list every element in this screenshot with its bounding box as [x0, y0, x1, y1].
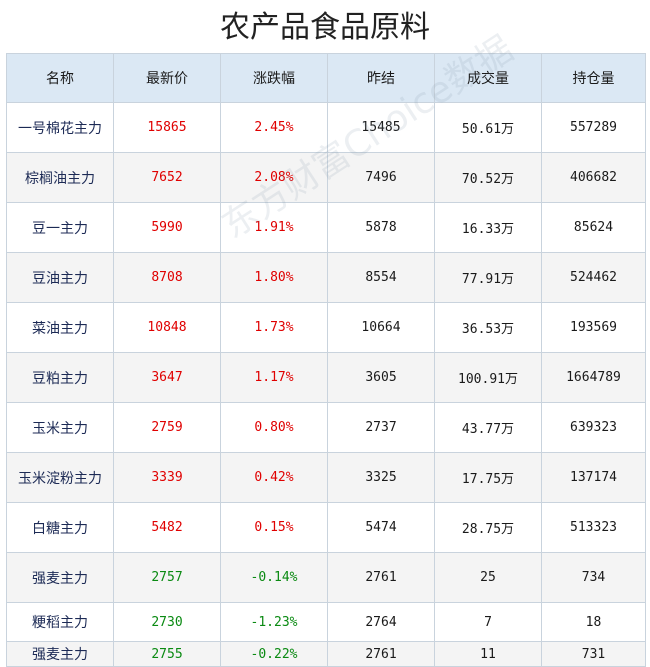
prev-settle: 3325: [327, 452, 435, 503]
prev-settle: 10664: [327, 302, 435, 353]
commodity-name: 玉米主力: [6, 402, 114, 453]
latest-price: 2730: [113, 602, 221, 642]
commodity-name: 豆粕主力: [6, 352, 114, 403]
table-row[interactable]: 棕榈油主力 7652 2.08% 7496 70.52万 406682: [6, 152, 646, 203]
open-interest: 18: [541, 602, 646, 642]
volume: 28.75万: [434, 502, 542, 553]
commodity-name: 白糖主力: [6, 502, 114, 553]
volume: 70.52万: [434, 152, 542, 203]
commodity-name: 玉米淀粉主力: [6, 452, 114, 503]
latest-price: 3339: [113, 452, 221, 503]
prev-settle: 5878: [327, 202, 435, 253]
change-percent: 1.80%: [220, 252, 328, 303]
open-interest: 406682: [541, 152, 646, 203]
prev-settle: 2737: [327, 402, 435, 453]
col-header-name[interactable]: 名称: [6, 53, 114, 103]
prev-settle: 2764: [327, 602, 435, 642]
table-row[interactable]: 玉米主力 2759 0.80% 2737 43.77万 639323: [6, 402, 646, 453]
open-interest: 193569: [541, 302, 646, 353]
col-header-change[interactable]: 涨跌幅: [220, 53, 328, 103]
latest-price: 10848: [113, 302, 221, 353]
change-percent: -1.23%: [220, 602, 328, 642]
open-interest: 557289: [541, 102, 646, 153]
prev-settle: 7496: [327, 152, 435, 203]
commodity-name: 粳稻主力: [6, 602, 114, 642]
latest-price: 5482: [113, 502, 221, 553]
table-row[interactable]: 强麦主力 2755 -0.22% 2761 11 731: [6, 641, 646, 667]
volume: 25: [434, 552, 542, 603]
commodity-name: 菜油主力: [6, 302, 114, 353]
table-row[interactable]: 玉米淀粉主力 3339 0.42% 3325 17.75万 137174: [6, 452, 646, 503]
latest-price: 8708: [113, 252, 221, 303]
open-interest: 513323: [541, 502, 646, 553]
open-interest: 734: [541, 552, 646, 603]
table-row[interactable]: 豆油主力 8708 1.80% 8554 77.91万 524462: [6, 252, 646, 303]
table-row[interactable]: 强麦主力 2757 -0.14% 2761 25 734: [6, 552, 646, 603]
table-row[interactable]: 白糖主力 5482 0.15% 5474 28.75万 513323: [6, 502, 646, 553]
latest-price: 3647: [113, 352, 221, 403]
volume: 36.53万: [434, 302, 542, 353]
volume: 17.75万: [434, 452, 542, 503]
latest-price: 2755: [113, 641, 221, 667]
table-row[interactable]: 粳稻主力 2730 -1.23% 2764 7 18: [6, 602, 646, 642]
table-row[interactable]: 豆粕主力 3647 1.17% 3605 100.91万 1664789: [6, 352, 646, 403]
commodity-name: 强麦主力: [6, 552, 114, 603]
col-header-prev-settle[interactable]: 昨结: [327, 53, 435, 103]
prev-settle: 2761: [327, 552, 435, 603]
change-percent: 0.15%: [220, 502, 328, 553]
change-percent: -0.14%: [220, 552, 328, 603]
open-interest: 524462: [541, 252, 646, 303]
prev-settle: 8554: [327, 252, 435, 303]
commodity-name: 棕榈油主力: [6, 152, 114, 203]
open-interest: 137174: [541, 452, 646, 503]
col-header-price[interactable]: 最新价: [113, 53, 221, 103]
latest-price: 7652: [113, 152, 221, 203]
commodity-name: 豆油主力: [6, 252, 114, 303]
change-percent: 0.80%: [220, 402, 328, 453]
latest-price: 2757: [113, 552, 221, 603]
volume: 7: [434, 602, 542, 642]
volume: 43.77万: [434, 402, 542, 453]
change-percent: 1.91%: [220, 202, 328, 253]
commodity-name: 强麦主力: [6, 641, 114, 667]
commodity-name: 一号棉花主力: [6, 102, 114, 153]
prev-settle: 5474: [327, 502, 435, 553]
volume: 77.91万: [434, 252, 542, 303]
volume: 11: [434, 641, 542, 667]
table-row[interactable]: 豆一主力 5990 1.91% 5878 16.33万 85624: [6, 202, 646, 253]
col-header-open-interest[interactable]: 持仓量: [541, 53, 646, 103]
latest-price: 2759: [113, 402, 221, 453]
latest-price: 5990: [113, 202, 221, 253]
open-interest: 639323: [541, 402, 646, 453]
change-percent: 0.42%: [220, 452, 328, 503]
table-row[interactable]: 一号棉花主力 15865 2.45% 15485 50.61万 557289: [6, 102, 646, 153]
volume: 50.61万: [434, 102, 542, 153]
change-percent: -0.22%: [220, 641, 328, 667]
open-interest: 85624: [541, 202, 646, 253]
latest-price: 15865: [113, 102, 221, 153]
prev-settle: 2761: [327, 641, 435, 667]
prev-settle: 3605: [327, 352, 435, 403]
change-percent: 2.45%: [220, 102, 328, 153]
futures-table: 名称 最新价 涨跌幅 昨结 成交量 持仓量 一号棉花主力 15865 2.45%…: [6, 53, 646, 667]
change-percent: 1.17%: [220, 352, 328, 403]
commodity-name: 豆一主力: [6, 202, 114, 253]
change-percent: 2.08%: [220, 152, 328, 203]
change-percent: 1.73%: [220, 302, 328, 353]
volume: 100.91万: [434, 352, 542, 403]
header-row: 名称 最新价 涨跌幅 昨结 成交量 持仓量: [6, 53, 646, 103]
col-header-volume[interactable]: 成交量: [434, 53, 542, 103]
prev-settle: 15485: [327, 102, 435, 153]
table-row[interactable]: 菜油主力 10848 1.73% 10664 36.53万 193569: [6, 302, 646, 353]
open-interest: 1664789: [541, 352, 646, 403]
volume: 16.33万: [434, 202, 542, 253]
page-title: 农产品食品原料: [220, 10, 430, 45]
open-interest: 731: [541, 641, 646, 667]
